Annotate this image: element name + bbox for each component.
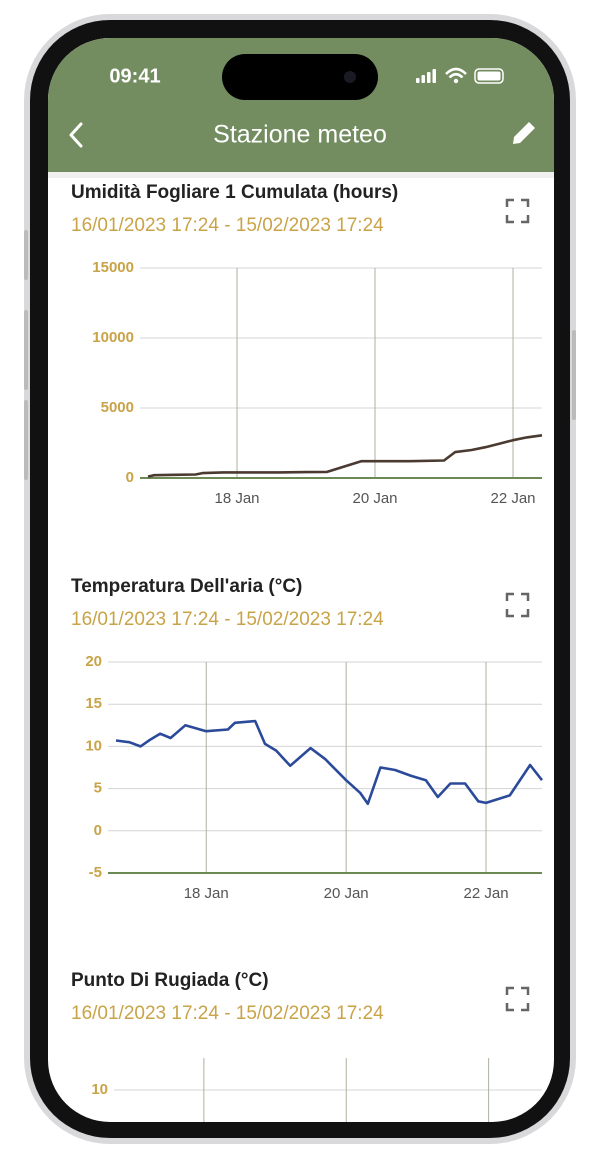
chart-card: Umidità Fogliare 1 Cumulata (hours) 16/01… (71, 182, 543, 507)
charts: Umidità Fogliare 1 Cumulata (hours) 16/01… (71, 182, 544, 1122)
chart-card: Punto Di Rugiada (°C) 16/01/2023 17:24 - … (71, 970, 542, 1122)
x-tick-label: 18 Jan (184, 885, 229, 902)
y-tick-label: 5 (94, 780, 102, 797)
y-tick-label: 10000 (92, 329, 134, 346)
data-line (115, 719, 544, 806)
camera (344, 71, 356, 83)
chart-subtitle: 16/01/2023 17:24 - 15/02/2023 17:24 (71, 1003, 384, 1024)
chart-title: Umidità Fogliare 1 Cumulata (hours) (71, 182, 398, 203)
y-tick-label: 5000 (101, 399, 134, 416)
chart-title: Punto Di Rugiada (°C) (71, 970, 269, 991)
fullscreen-button[interactable] (505, 198, 530, 224)
battery-icon (474, 68, 504, 84)
dynamic-island (222, 54, 378, 100)
fullscreen-button[interactable] (505, 592, 530, 618)
wifi-dot (453, 78, 459, 84)
header-title: Stazione meteo (213, 121, 387, 149)
wifi-icon (445, 67, 467, 79)
header-shadow (48, 172, 554, 178)
edit-button[interactable] (513, 122, 535, 144)
back-button[interactable] (69, 122, 83, 148)
battery-level (477, 71, 501, 81)
chart-title: Temperatura Dell'aria (°C) (71, 576, 302, 597)
y-tick-label: 0 (94, 822, 102, 839)
y-tick-label: 10 (85, 737, 102, 754)
screen: 09:41 Stazione meteo Umidità Fogliare 1 … (48, 38, 554, 1122)
side-button (24, 310, 28, 390)
status-time: 09:41 (109, 65, 160, 87)
y-tick-label: 15 (85, 695, 102, 712)
y-tick-label: 20 (85, 653, 102, 670)
y-tick-label: 10 (91, 1081, 108, 1098)
fullscreen-button[interactable] (505, 986, 530, 1012)
chart-card: Temperatura Dell'aria (°C) 16/01/2023 17:… (71, 576, 544, 902)
x-tick-label: 22 Jan (464, 885, 509, 902)
signal-icon (416, 69, 436, 83)
x-tick-label: 20 Jan (324, 885, 369, 902)
side-button (24, 230, 28, 280)
x-tick-label: 20 Jan (352, 490, 397, 507)
y-tick-label: -5 (89, 864, 102, 881)
screen-bg (48, 38, 554, 1122)
side-button (572, 330, 576, 420)
x-tick-label: 18 Jan (214, 490, 259, 507)
chart-subtitle: 16/01/2023 17:24 - 15/02/2023 17:24 (71, 215, 384, 236)
side-button (24, 400, 28, 480)
chart-subtitle: 16/01/2023 17:24 - 15/02/2023 17:24 (71, 609, 384, 630)
x-tick-label: 22 Jan (490, 490, 535, 507)
data-line (147, 434, 543, 478)
y-tick-label: 0 (126, 469, 134, 486)
y-tick-label: 15000 (92, 259, 134, 276)
